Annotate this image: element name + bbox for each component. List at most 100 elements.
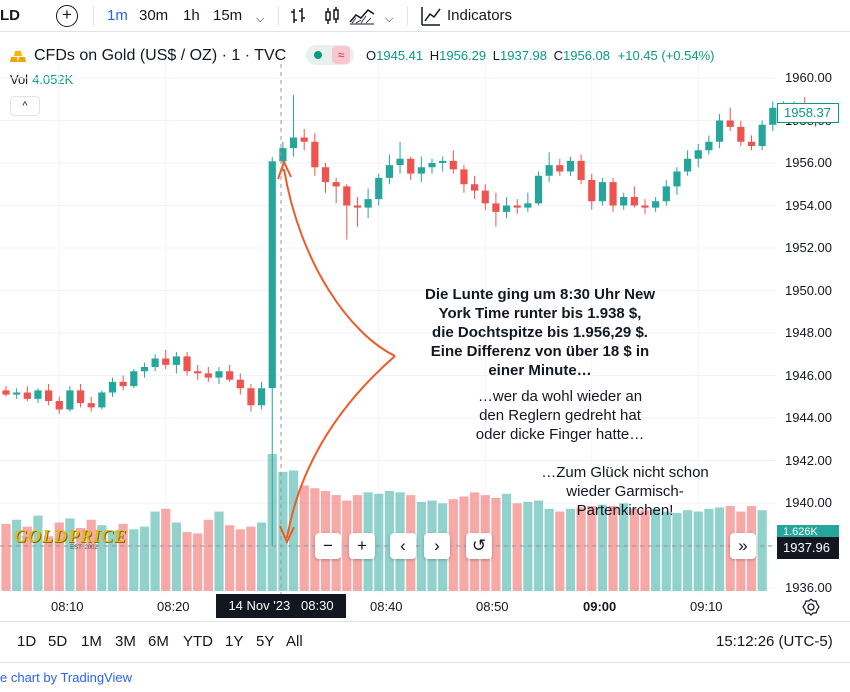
interval-1m[interactable]: 1m <box>107 7 128 24</box>
candle-body <box>652 201 660 208</box>
candle-body <box>577 160 585 180</box>
candle-body <box>428 163 436 168</box>
volume-bar <box>12 519 22 591</box>
candle-body <box>66 390 74 410</box>
candle-body <box>332 182 340 187</box>
volume-bar <box>683 510 693 591</box>
range-1m[interactable]: 1M <box>81 633 102 650</box>
compare-symbol-icon[interactable]: + <box>56 5 78 27</box>
data-delay-icon: ≈ <box>332 46 350 64</box>
divider <box>0 662 850 663</box>
candle-body <box>545 165 553 176</box>
symbol-title[interactable]: CFDs on Gold (US$ / OZ) · 1 · TVC <box>34 47 287 64</box>
arrow-head-low <box>279 525 295 545</box>
candle-body <box>471 184 479 191</box>
volume-bar <box>150 511 160 591</box>
interval-1h[interactable]: 1h <box>183 7 200 24</box>
volume-bar <box>619 503 629 591</box>
volume-bar <box>129 529 139 591</box>
range-1y[interactable]: 1Y <box>225 633 244 650</box>
indicators-button[interactable]: Indicators <box>447 7 513 24</box>
volume-bar <box>214 511 224 591</box>
candle-body <box>140 367 149 372</box>
candle-body <box>204 373 212 378</box>
annotation-line: …Zum Glück nicht schon <box>541 464 709 481</box>
zoom-in-button[interactable]: + <box>349 533 375 559</box>
candles-icon[interactable] <box>325 7 339 24</box>
collapse-legend-button[interactable]: ^ <box>10 96 40 116</box>
market-status-badge[interactable]: ≈ <box>306 45 354 65</box>
annotation-line: einer Minute… <box>488 362 592 379</box>
candle-body <box>45 390 53 401</box>
interval-15m[interactable]: 15m <box>213 7 243 24</box>
time-tick: 08:10 <box>51 599 84 614</box>
volume-bar <box>672 512 682 591</box>
volume-bar <box>97 525 107 591</box>
range-ytd[interactable]: YTD <box>183 633 213 650</box>
high-value: 1956.29 <box>439 48 487 63</box>
volume-bar <box>139 526 150 591</box>
candle-body <box>407 158 415 174</box>
range-all[interactable]: All <box>286 633 303 650</box>
time-tick: 09:00 <box>583 599 617 614</box>
candle-body <box>598 182 606 202</box>
candle-body <box>353 205 362 208</box>
area-chart-icon[interactable] <box>349 9 375 25</box>
candle-body <box>247 388 255 406</box>
scroll-left-button[interactable]: ‹ <box>390 533 416 559</box>
candle-body <box>481 190 489 204</box>
arrow-head-high <box>277 159 292 180</box>
bar-chart-icon[interactable] <box>291 8 305 23</box>
candle-body <box>364 199 372 208</box>
timezone-clock[interactable]: 15:12:26 (UTC-5) <box>716 633 833 650</box>
candle-body <box>385 165 393 178</box>
reset-chart-button[interactable]: ↺ <box>466 533 492 559</box>
interval-30m[interactable]: 30m <box>139 7 169 24</box>
candle-body <box>76 390 85 404</box>
volume-bar <box>501 493 512 591</box>
candle-body <box>258 388 266 406</box>
annotation-line: Die Lunte ging um 8:30 Uhr New <box>424 286 656 303</box>
settings-gear-icon[interactable] <box>801 597 821 617</box>
volume-bar <box>1 523 11 591</box>
range-3m[interactable]: 3M <box>115 633 136 650</box>
candle-body <box>439 160 447 163</box>
candle-body <box>183 356 191 372</box>
symbol-name[interactable]: LD <box>0 7 20 24</box>
time-tick: 08:50 <box>476 599 509 614</box>
ohlc-values: O1945.41 H1956.29 L1937.98 C1956.08 +10.… <box>366 48 715 63</box>
chevron-down-icon[interactable]: ⌵ <box>385 13 394 25</box>
crosshair-time-badge: 14 Nov '23 08:30 <box>216 594 346 618</box>
volume-bar <box>576 507 586 591</box>
go-to-realtime-button[interactable]: » <box>730 533 756 559</box>
toolbar-divider <box>407 6 408 26</box>
range-1d[interactable]: 1D <box>17 633 37 650</box>
candle-body <box>673 171 681 187</box>
scroll-right-button[interactable]: › <box>424 533 450 559</box>
candle-body <box>769 107 777 125</box>
chevron-down-icon[interactable]: ⌵ <box>256 13 265 25</box>
candle-body <box>172 356 180 365</box>
range-6m[interactable]: 6M <box>148 633 169 650</box>
indicators-icon[interactable] <box>420 5 442 27</box>
candle-body <box>87 403 95 408</box>
range-5d[interactable]: 5D <box>48 633 68 650</box>
candle-body <box>566 160 575 172</box>
volume-bar <box>448 499 458 591</box>
candle-body <box>34 390 42 399</box>
candle-body <box>737 126 745 142</box>
volume-bar <box>629 508 639 591</box>
volume-bar <box>523 501 533 591</box>
low-value: 1937.98 <box>500 48 547 63</box>
top-toolbar: LD + 1m 30m 1h 15m ⌵ ⌵ Indicators <box>0 0 850 32</box>
candle-body <box>588 180 596 202</box>
annotation-line: Eine Differenz von über 18 $ in <box>430 343 650 360</box>
candle-body <box>23 392 31 399</box>
volume-bar <box>704 508 714 591</box>
tradingview-credit-link[interactable]: e chart by TradingView <box>0 670 132 685</box>
zoom-out-button[interactable]: − <box>315 533 341 559</box>
range-5y[interactable]: 5Y <box>256 633 275 650</box>
volume-bar <box>33 515 43 591</box>
price-tick: 1936.00 <box>785 580 832 595</box>
volume-value: 4.052K <box>32 72 74 87</box>
